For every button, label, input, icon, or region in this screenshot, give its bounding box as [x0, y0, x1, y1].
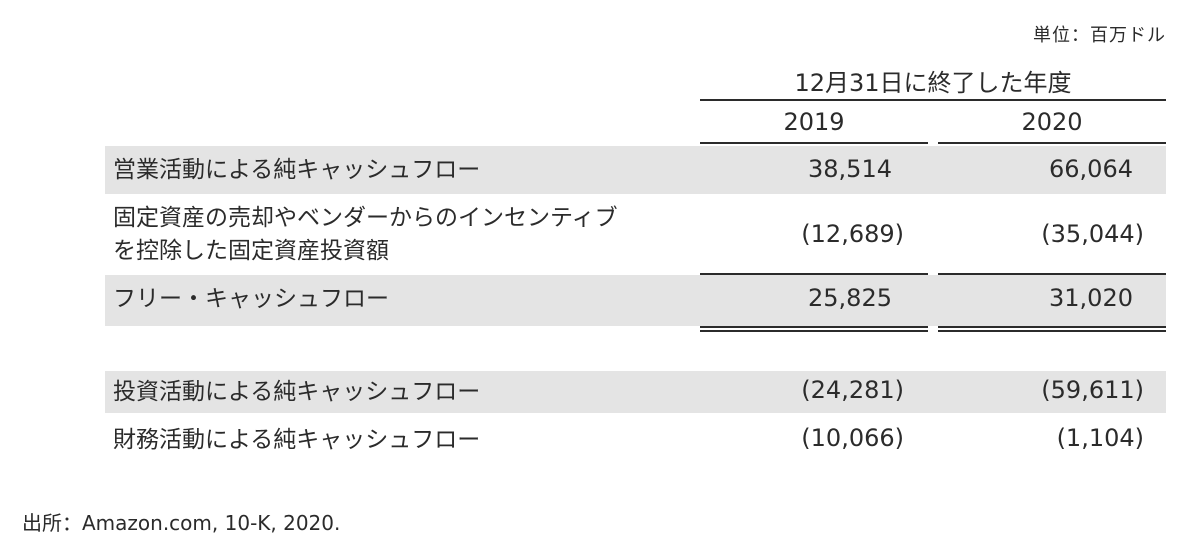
total-double-line-2019-b: [700, 330, 928, 332]
value-2020: 66,064: [1049, 155, 1133, 183]
table-row: 営業活動による純キャッシュフロー 38,514 66,064: [105, 146, 1166, 194]
row-label-capex-line2: を控除した固定資産投資額: [113, 238, 389, 264]
year-2020-header: 2020: [1021, 108, 1083, 136]
value-2020: 31,020: [1049, 284, 1133, 312]
subtotal-line-2019: [700, 273, 928, 275]
value-2019: (24,281): [801, 376, 904, 404]
year-2019-underline: [700, 142, 928, 144]
value-2019: (10,066): [801, 424, 904, 452]
value-2020: (35,044): [1041, 220, 1144, 248]
value-2019: 25,825: [808, 284, 892, 312]
row-label-capex-line1: 固定資産の売却やベンダーからのインセンティブ: [113, 205, 618, 231]
period-underline: [700, 99, 1166, 101]
value-2020: (59,611): [1041, 376, 1144, 404]
table-row: 投資活動による純キャッシュフロー (24,281) (59,611): [105, 371, 1166, 413]
year-2020-underline: [938, 142, 1166, 144]
row-band-operating: [105, 146, 1166, 194]
row-band-investing: [105, 371, 1166, 413]
total-double-line-2019-a: [700, 326, 928, 328]
source-note: 出所：Amazon.com, 10-K, 2020.: [22, 511, 341, 535]
subtotal-line-2020: [938, 273, 1166, 275]
period-header: 12月31日に終了した年度: [794, 69, 1072, 97]
year-2019-header: 2019: [783, 108, 845, 136]
row-label-operating: 営業活動による純キャッシュフロー: [113, 157, 481, 183]
row-label-investing: 投資活動による純キャッシュフロー: [113, 379, 481, 405]
total-double-line-2020-a: [938, 326, 1166, 328]
table-row: 財務活動による純キャッシュフロー (10,066) (1,104): [105, 419, 1166, 461]
unit-label: 単位：百万ドル: [1033, 25, 1166, 46]
table-row: フリー・キャッシュフロー 25,825 31,020: [105, 275, 1166, 326]
value-2020: (1,104): [1056, 424, 1144, 452]
total-double-line-2020-b: [938, 330, 1166, 332]
row-label-free-cash-flow: フリー・キャッシュフロー: [113, 286, 389, 312]
row-label-financing: 財務活動による純キャッシュフロー: [113, 427, 481, 453]
value-2019: (12,689): [801, 220, 904, 248]
row-band-free-cash-flow: [105, 275, 1166, 326]
value-2019: 38,514: [808, 155, 892, 183]
table-row: 固定資産の売却やベンダーからのインセンティブ を控除した固定資産投資額 (12,…: [105, 196, 1166, 272]
